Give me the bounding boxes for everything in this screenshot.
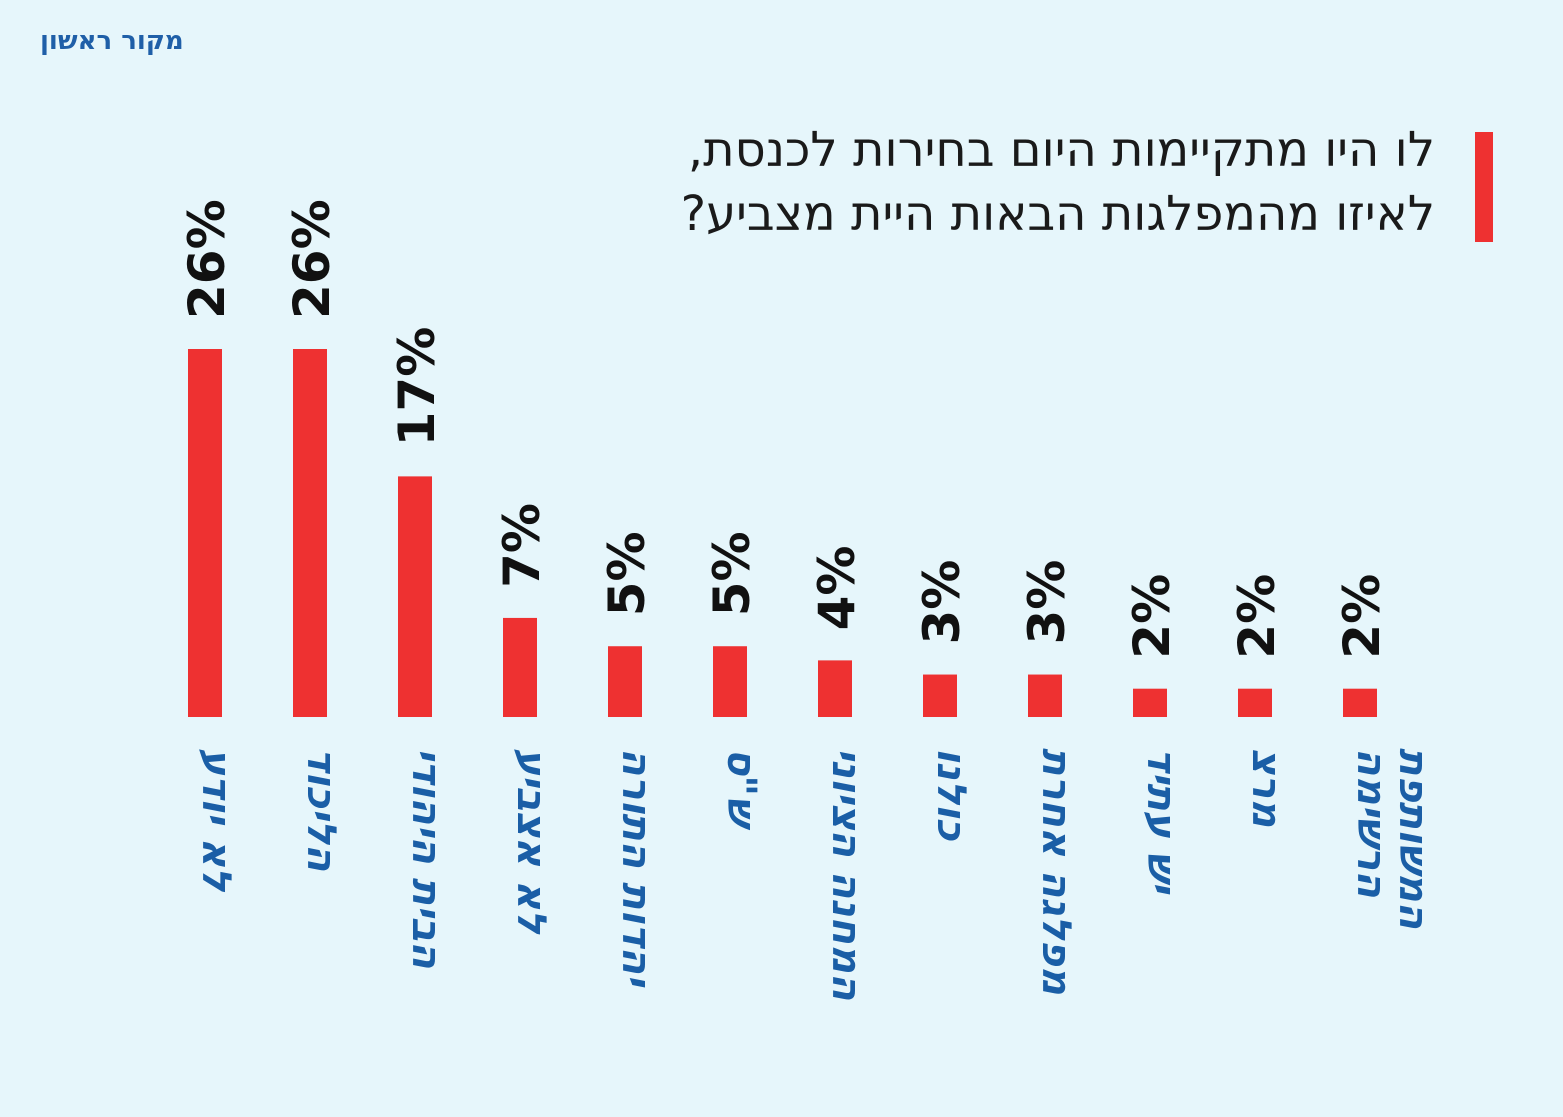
category-label-5-line-0: ש"ס: [718, 748, 764, 831]
category-label-1-line-0: הליכוד: [298, 748, 344, 871]
chart-title-line-2: לאיזו מהמפלגות הבאות היית מצביע?: [680, 186, 1435, 242]
value-label-7: 3%: [913, 560, 971, 645]
category-label-11-line-1: המשותפת: [1390, 748, 1436, 929]
bar-2: [398, 476, 432, 717]
category-label-1: הליכוד: [298, 748, 344, 871]
category-label-7: כולנו: [928, 748, 974, 841]
category-label-0: לא יודע: [193, 748, 239, 893]
value-label-3: 7%: [493, 503, 551, 588]
category-label-2: הבית היהודי: [403, 748, 449, 969]
category-label-4-line-0: יהדות התורה: [613, 748, 659, 988]
bar-5: [713, 646, 747, 717]
category-label-8-line-0: מפלגה אחרת: [1033, 748, 1079, 996]
value-label-11: 2%: [1333, 574, 1391, 659]
category-label-10-line-0: מרצ: [1243, 748, 1289, 828]
category-label-2-line-0: הבית היהודי: [403, 748, 449, 969]
bar-1: [293, 349, 327, 717]
bar-4: [608, 646, 642, 717]
value-label-9: 2%: [1123, 574, 1181, 659]
value-label-0: 26%: [178, 199, 236, 319]
chart-title-line-1: לו היו מתקיימות היום בחירות לכנסת,: [687, 122, 1435, 178]
category-label-9: יש עתיד: [1138, 748, 1184, 895]
category-label-8: מפלגה אחרת: [1033, 748, 1079, 996]
bar-7: [923, 674, 957, 717]
value-label-6: 4%: [808, 545, 866, 630]
value-label-1: 26%: [283, 199, 341, 319]
category-label-5: ש"ס: [718, 748, 764, 831]
chart-title: לו היו מתקיימות היום בחירות לכנסת, לאיזו…: [455, 118, 1435, 246]
bar-0: [188, 349, 222, 717]
bar-10: [1238, 688, 1272, 717]
category-label-11-line-0: הרשימה: [1348, 748, 1394, 898]
category-label-3-line-0: לא אצביע: [508, 748, 554, 935]
value-label-5: 5%: [703, 531, 761, 616]
bar-8: [1028, 674, 1062, 717]
bar-6: [818, 660, 852, 717]
category-label-11: הרשימההמשותפת: [1348, 748, 1436, 929]
category-label-9-line-0: יש עתיד: [1138, 748, 1184, 895]
category-label-0-line-0: לא יודע: [193, 748, 239, 893]
bar-11: [1343, 688, 1377, 717]
title-accent-bar: [1475, 132, 1493, 242]
category-label-6-line-0: המחנה הציוני: [823, 748, 869, 1000]
category-label-6: המחנה הציוני: [823, 748, 869, 1000]
category-label-3: לא אצביע: [508, 748, 554, 935]
category-label-7-line-0: כולנו: [928, 748, 974, 841]
value-label-10: 2%: [1228, 574, 1286, 659]
value-label-8: 3%: [1018, 560, 1076, 645]
brand-logo: מקור ראשון: [40, 26, 184, 56]
value-label-4: 5%: [598, 531, 656, 616]
bar-3: [503, 617, 537, 717]
bar-9: [1133, 688, 1167, 717]
category-label-4: יהדות התורה: [613, 748, 659, 988]
value-label-2: 17%: [388, 327, 446, 447]
category-label-10: מרצ: [1243, 748, 1289, 828]
